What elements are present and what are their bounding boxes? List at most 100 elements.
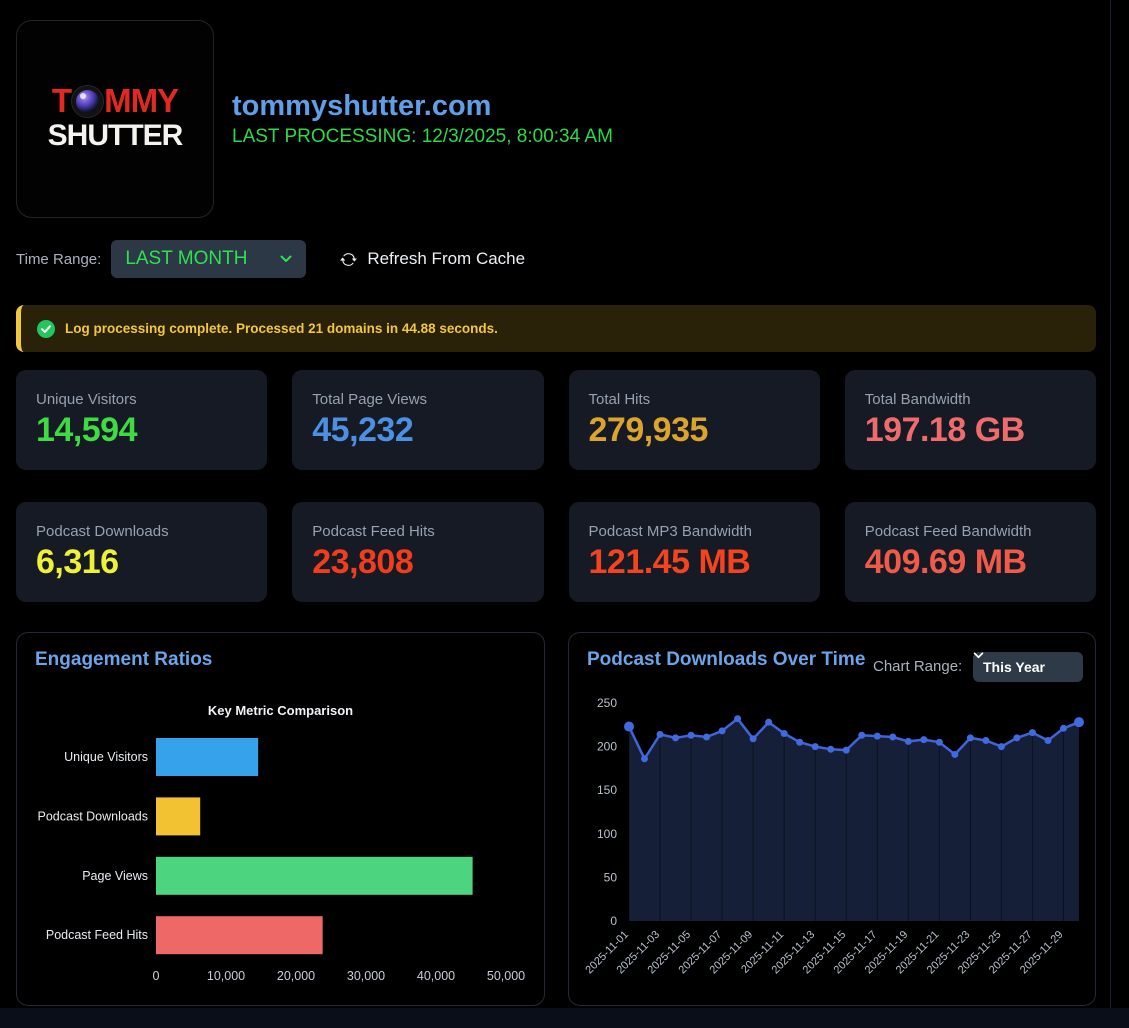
stat-value: 6,316	[36, 543, 119, 581]
data-point	[1059, 724, 1067, 732]
stat-label: Total Page Views	[312, 391, 428, 408]
bar-x-tick: 0	[153, 969, 160, 983]
data-point	[656, 730, 664, 738]
stat-value: 23,808	[312, 543, 414, 581]
line-y-tick: 150	[597, 783, 617, 797]
data-point	[1044, 736, 1052, 744]
last-processing-timestamp: LAST PROCESSING: 12/3/2025, 8:00:34 AM	[232, 126, 613, 148]
bar-category-label: Podcast Downloads	[38, 809, 148, 823]
area-fill	[629, 718, 1079, 921]
stat-card: Podcast Feed Hits 23,808	[292, 502, 544, 602]
logo-text-mmy: MMY	[104, 82, 179, 120]
refresh-icon	[340, 252, 358, 266]
data-point	[920, 736, 928, 744]
header: T MMY SHUTTER tommyshutter.com LAST PROCE…	[0, 0, 1129, 218]
bar-category-label: Unique Visitors	[64, 750, 148, 764]
data-point	[982, 736, 990, 744]
line-y-tick: 100	[597, 827, 617, 841]
data-point	[966, 734, 974, 742]
camera-lens-icon	[72, 86, 104, 118]
bar-category-label: Page Views	[82, 869, 148, 883]
chevron-down-icon	[973, 652, 984, 659]
bar-chart: Unique Visitors Podcast Downloads Page Vie…	[38, 738, 525, 983]
bar-x-tick: 30,000	[347, 969, 385, 983]
stat-card: Unique Visitors 14,594	[16, 370, 268, 470]
bar-0	[156, 738, 259, 776]
bar-x-tick: 20,000	[277, 969, 315, 983]
downloads-panel-title: Podcast Downloads Over Time	[587, 649, 866, 670]
data-point	[811, 743, 819, 751]
bar-x-tick: 40,000	[417, 969, 455, 983]
engagement-panel-title: Engagement Ratios	[35, 649, 213, 670]
data-point	[873, 732, 881, 740]
data-point	[687, 731, 695, 739]
scrollbar-track-line	[1110, 0, 1111, 1028]
data-point	[734, 715, 742, 723]
data-point	[904, 737, 912, 745]
line-chart: 0501001502002502025-11-012025-11-032025-…	[583, 696, 1084, 976]
data-point	[858, 731, 866, 739]
bar-chart-title: Key Metric Comparison	[207, 703, 354, 718]
stat-card: Total Page Views 45,232	[292, 370, 544, 470]
bar-3	[156, 916, 323, 955]
header-text: tommyshutter.com LAST PROCESSING: 12/3/2…	[232, 90, 613, 148]
time-range-select[interactable]: LAST MONTH	[111, 240, 307, 278]
data-point	[842, 746, 850, 754]
page-title: tommyshutter.com	[232, 89, 492, 122]
data-point	[1028, 729, 1036, 737]
data-point	[889, 733, 897, 741]
data-point	[951, 750, 959, 758]
data-point	[796, 738, 804, 746]
chart-range-selected-value: This Year	[983, 659, 1046, 675]
logo-line2: SHUTTER	[47, 119, 184, 153]
data-point	[703, 733, 711, 741]
time-range-selected-value: LAST MONTH	[125, 248, 248, 269]
chart-range-label: Chart Range:	[873, 658, 963, 675]
data-point	[624, 721, 634, 732]
bar-x-tick: 10,000	[207, 969, 245, 983]
stat-value: 121.45 MB	[588, 543, 751, 581]
line-y-tick: 0	[610, 914, 617, 928]
stat-card: Podcast MP3 Bandwidth 121.45 MB	[568, 502, 820, 602]
data-point	[672, 734, 680, 742]
bar-1	[156, 797, 201, 836]
podcast-downloads-panel: Podcast Downloads Over Time Chart Range:…	[568, 632, 1096, 1006]
data-point	[780, 730, 788, 738]
data-point	[1074, 717, 1084, 728]
success-alert: Log processing complete. Processed 21 do…	[16, 305, 1096, 352]
engagement-ratios-panel: Engagement Ratios Key Metric Comparison …	[16, 632, 545, 1006]
alert-message: Log processing complete. Processed 21 do…	[65, 321, 498, 336]
stat-label: Podcast Feed Bandwidth	[864, 523, 1032, 540]
stat-label: Total Bandwidth	[864, 391, 971, 408]
data-point	[641, 755, 649, 763]
stat-card: Total Hits 279,935	[568, 370, 820, 470]
bar-x-tick: 50,000	[487, 969, 525, 983]
stat-card: Total Bandwidth 197.18 GB	[844, 370, 1096, 470]
data-point	[749, 735, 757, 743]
line-y-tick: 50	[604, 870, 618, 884]
data-point	[1013, 734, 1021, 742]
stat-value: 409.69 MB	[864, 543, 1027, 581]
stat-value: 279,935	[588, 411, 709, 449]
stat-value: 197.18 GB	[864, 411, 1025, 449]
chevron-down-icon	[280, 255, 292, 262]
logo-text-t: T	[51, 82, 72, 120]
line-y-tick: 250	[597, 696, 617, 710]
bar-category-label: Podcast Feed Hits	[46, 928, 148, 942]
stat-label: Total Hits	[588, 391, 651, 408]
data-point	[765, 718, 773, 726]
data-point	[718, 727, 726, 735]
line-y-tick: 200	[597, 740, 617, 754]
stat-label: Podcast Downloads	[36, 523, 169, 540]
site-logo: T MMY SHUTTER	[16, 20, 214, 218]
chart-range-select[interactable]: This Year	[973, 652, 1083, 682]
controls-row: Time Range: LAST MONTH Refresh From Cach…	[16, 240, 1129, 278]
check-circle-icon	[37, 319, 55, 338]
stat-value: 45,232	[312, 411, 414, 449]
refresh-label: Refresh From Cache	[367, 249, 526, 268]
refresh-from-cache-button[interactable]: Refresh From Cache	[340, 249, 525, 269]
stat-label: Podcast Feed Hits	[312, 523, 435, 540]
data-point	[827, 745, 835, 753]
bar-2	[156, 856, 473, 895]
